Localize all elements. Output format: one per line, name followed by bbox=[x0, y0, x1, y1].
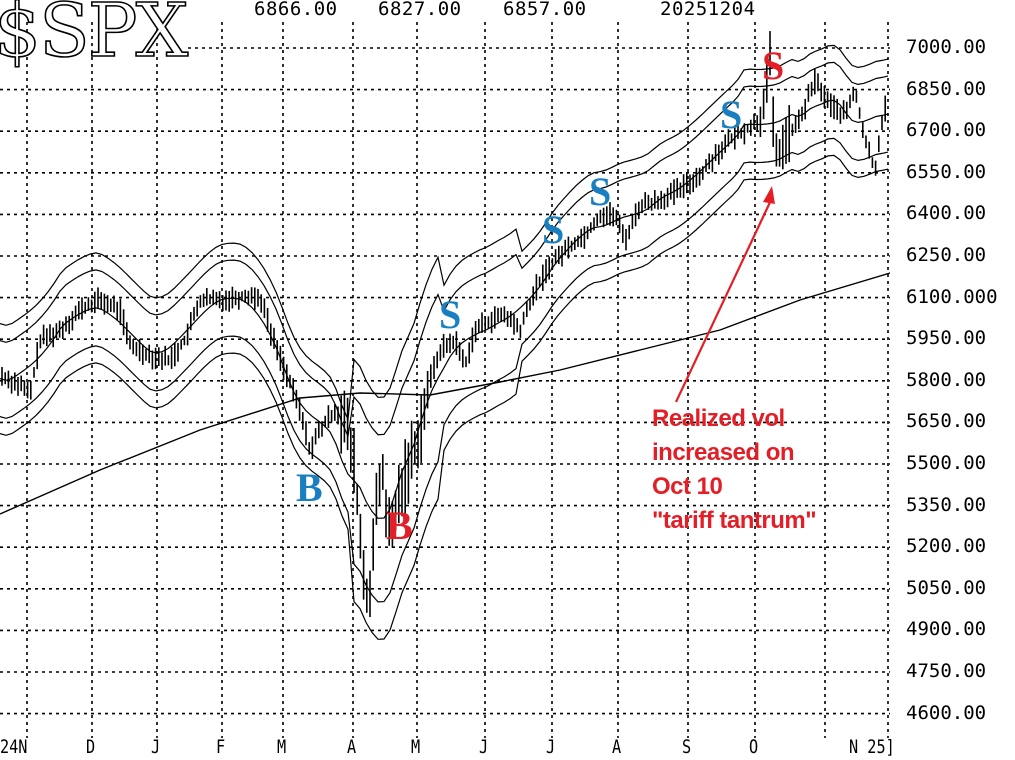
header-value-1: 6866.00 bbox=[254, 0, 338, 20]
sell-signal-blue: S bbox=[542, 207, 565, 252]
x-tick-label: A bbox=[347, 736, 357, 758]
grid-lines bbox=[0, 22, 890, 738]
volatility-bands bbox=[0, 44, 889, 640]
x-tick-label: 24N bbox=[0, 736, 28, 758]
x-tick-label: M bbox=[411, 736, 421, 758]
upper-band-inner bbox=[0, 61, 889, 439]
x-tick-label: N 25] bbox=[849, 736, 895, 758]
annotation-line-2: increased on bbox=[652, 439, 795, 466]
y-tick-label: 6400.00 bbox=[906, 202, 987, 225]
y-tick-label: 5350.00 bbox=[906, 493, 987, 516]
annotation-line-1: Realized vol bbox=[652, 405, 785, 432]
middle-band bbox=[0, 99, 889, 519]
arrow-head-icon bbox=[763, 186, 775, 204]
y-tick-label: 7000.00 bbox=[906, 36, 987, 58]
y-tick-label: 5800.00 bbox=[906, 368, 987, 391]
buy-signal-red: B bbox=[386, 503, 413, 548]
y-tick-label: 6250.00 bbox=[906, 244, 987, 266]
sell-signal-blue: S bbox=[439, 292, 462, 337]
x-tick-label: J bbox=[151, 736, 161, 758]
x-tick-label: D bbox=[86, 736, 96, 758]
sell-signal-red: S bbox=[762, 43, 785, 88]
x-tick-label: S bbox=[682, 736, 692, 758]
annotation-line-3: Oct 10 bbox=[652, 473, 723, 500]
y-tick-label: 5200.00 bbox=[906, 535, 987, 558]
y-tick-label: 6550.00 bbox=[906, 160, 987, 183]
y-tick-label: 6850.00 bbox=[906, 77, 987, 100]
y-tick-label: 4600.00 bbox=[906, 701, 987, 724]
lower-band-inner bbox=[0, 137, 889, 603]
symbol-title: $SPX bbox=[0, 0, 189, 74]
x-tick-label: A bbox=[612, 736, 622, 758]
x-tick-label: M bbox=[277, 736, 287, 758]
moving-average-200-line bbox=[0, 272, 891, 515]
y-tick-label: 5950.00 bbox=[906, 327, 987, 350]
x-tick-label: J bbox=[479, 736, 489, 758]
y-tick-label: 6100.000 bbox=[906, 285, 998, 308]
sell-signal-blue: S bbox=[720, 92, 743, 137]
annotation-arrow bbox=[675, 197, 773, 403]
annotation-text: Realized vol increased on Oct 10 "tariff… bbox=[652, 402, 817, 538]
header-value-3: 6857.00 bbox=[503, 0, 587, 20]
price-bars bbox=[1, 31, 887, 618]
annotation-line-4: "tariff tantrum" bbox=[652, 507, 817, 534]
lower-band-outer bbox=[0, 154, 889, 640]
x-tick-label: J bbox=[546, 736, 556, 758]
buy-signal-blue: B bbox=[296, 465, 323, 510]
header-value-2: 6827.00 bbox=[378, 0, 462, 20]
x-tick-label: O bbox=[749, 736, 759, 758]
y-tick-label: 5650.00 bbox=[906, 410, 987, 433]
x-tick-label: F bbox=[216, 736, 226, 758]
sell-signal-blue: S bbox=[589, 169, 612, 214]
y-tick-label: 4900.00 bbox=[906, 618, 987, 641]
upper-band-outer bbox=[0, 44, 889, 422]
y-tick-label: 5500.00 bbox=[906, 452, 987, 474]
header-date: 20251204 bbox=[660, 0, 756, 20]
y-tick-label: 5050.00 bbox=[906, 576, 987, 599]
y-tick-label: 6700.00 bbox=[906, 119, 987, 142]
y-tick-label: 4750.00 bbox=[906, 660, 987, 682]
